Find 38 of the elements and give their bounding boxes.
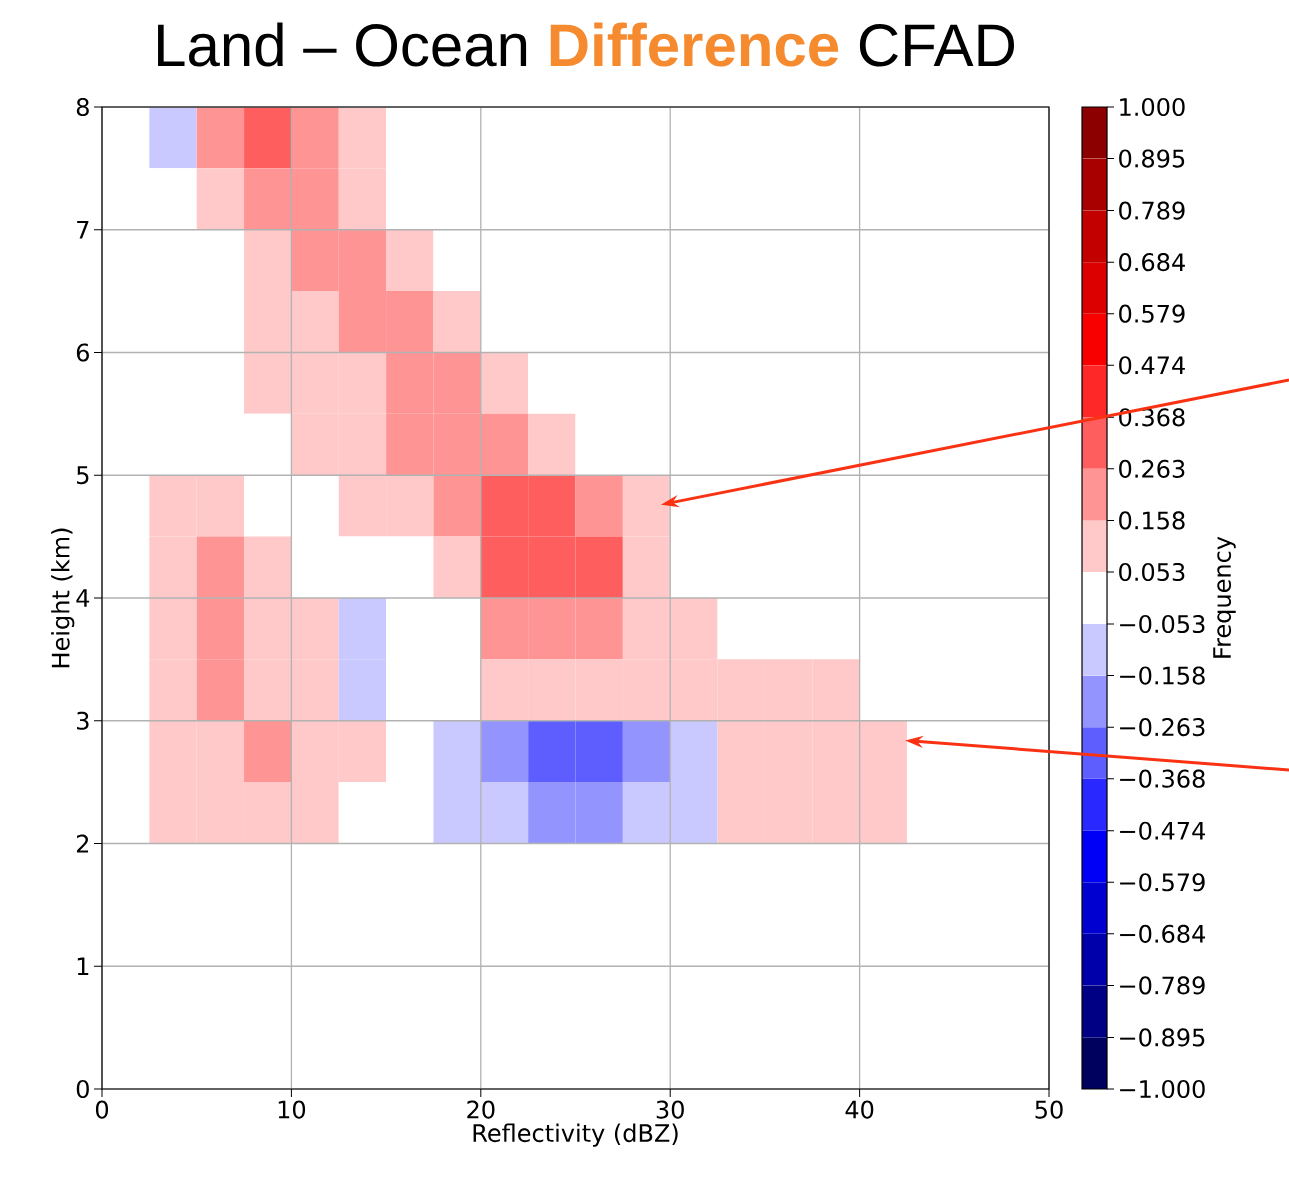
x-tick-label: 30 xyxy=(656,1100,684,1119)
color-bar-label: −0.895 xyxy=(1120,1028,1205,1047)
color-bar-label: −0.789 xyxy=(1120,976,1205,995)
y-tick-label: 1 xyxy=(77,957,89,975)
color-bar-label: 0.053 xyxy=(1119,562,1185,582)
y-tick-label: 2 xyxy=(76,834,89,853)
color-bar-label: −1.000 xyxy=(1120,1079,1205,1099)
color-bar-label: −0.474 xyxy=(1120,821,1206,840)
x-tick-label: 50 xyxy=(1035,1100,1063,1119)
color-bar-label: −0.684 xyxy=(1120,924,1206,943)
chart-title: Land – Ocean Difference CFAD xyxy=(158,22,1015,67)
color-bar-title: Frequency xyxy=(1213,536,1236,658)
color-bar-label: −0.368 xyxy=(1120,769,1205,788)
x-tick-label: 10 xyxy=(278,1100,306,1119)
color-bar-label: 0.474 xyxy=(1119,356,1185,375)
color-bar-label: 0.895 xyxy=(1119,149,1185,168)
color-bar-label: 1.000 xyxy=(1120,97,1185,117)
color-bar-label: 0.789 xyxy=(1119,201,1185,220)
color-bar-label: 0.263 xyxy=(1119,459,1185,478)
x-axis-title: Reflectivity (dBZ) xyxy=(473,1123,678,1147)
y-tick-label: 4 xyxy=(76,589,90,607)
color-bar-label: 0.684 xyxy=(1119,253,1185,272)
x-tick-label: 40 xyxy=(845,1100,874,1119)
color-bar-label: −0.053 xyxy=(1120,614,1205,634)
y-axis-title: Height (km) xyxy=(51,528,75,668)
color-bar-label: −0.158 xyxy=(1120,666,1205,685)
color-bar-label: 0.579 xyxy=(1119,304,1185,323)
y-tick-label: 8 xyxy=(76,97,89,117)
y-tick-label: 7 xyxy=(77,221,89,239)
y-tick-label: 5 xyxy=(77,466,89,485)
color-bar-label: −0.579 xyxy=(1120,873,1205,892)
color-bar-label: 0.158 xyxy=(1119,511,1185,530)
color-bar-label: −0.263 xyxy=(1120,718,1205,737)
x-tick-label: 20 xyxy=(467,1100,495,1119)
y-tick-label: 0 xyxy=(76,1079,89,1099)
y-tick-label: 3 xyxy=(77,711,89,730)
x-tick-label: 0 xyxy=(95,1100,109,1119)
y-tick-label: 6 xyxy=(76,343,89,362)
